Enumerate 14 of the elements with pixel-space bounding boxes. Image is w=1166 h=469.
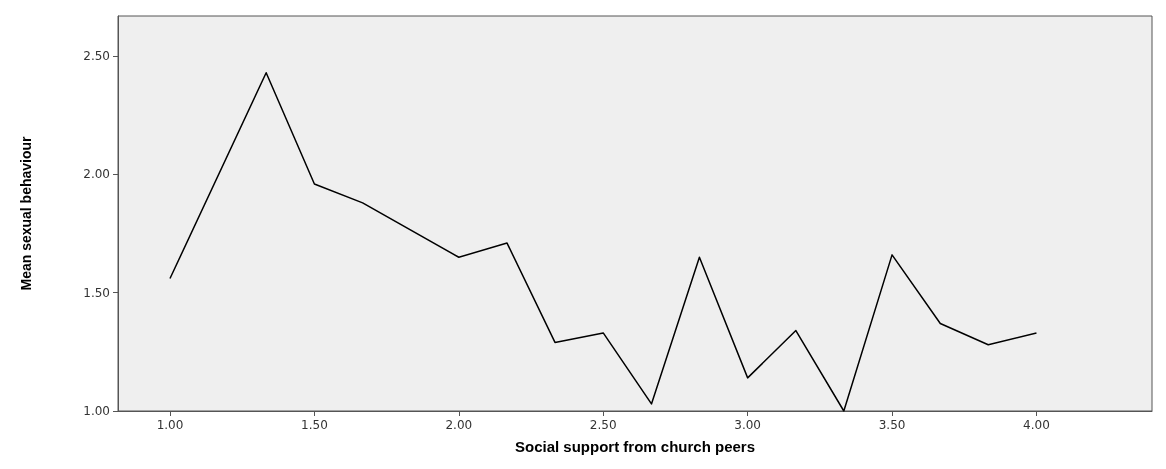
- x-tick-label: 3.50: [878, 418, 906, 432]
- x-tick-label: 1.00: [156, 418, 184, 432]
- x-tick-label: 1.50: [301, 418, 328, 432]
- line-series: [169, 72, 1038, 412]
- y-tick-label: 1.50: [83, 285, 110, 300]
- x-tick-label: 3.00: [734, 418, 761, 432]
- x-tick-label: 2.00: [445, 418, 473, 432]
- x-tick-label: 4.00: [1023, 418, 1050, 432]
- x-axis-title: Social support from church peers: [514, 438, 756, 455]
- y-tick-label: 2.00: [83, 167, 110, 182]
- y-tick-label: 2.50: [83, 49, 110, 64]
- y-tick-label: 1.00: [83, 404, 110, 418]
- y-axis-title: Mean sexual behaviour: [18, 135, 34, 291]
- x-tick-label: 2.50: [589, 418, 617, 432]
